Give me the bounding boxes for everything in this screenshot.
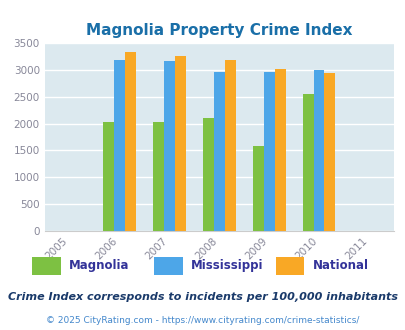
Bar: [202, 118, 213, 231]
Bar: [274, 69, 285, 231]
Text: Magnolia: Magnolia: [69, 259, 129, 272]
Title: Magnolia Property Crime Index: Magnolia Property Crime Index: [86, 22, 352, 38]
Text: Mississippi: Mississippi: [190, 259, 263, 272]
Bar: [125, 52, 136, 231]
Bar: [324, 73, 335, 231]
Bar: [302, 94, 313, 231]
Bar: [164, 61, 175, 231]
Bar: [103, 122, 114, 231]
Bar: [263, 73, 274, 231]
Bar: [313, 70, 324, 231]
Bar: [213, 73, 224, 231]
Bar: [114, 59, 125, 231]
Text: Crime Index corresponds to incidents per 100,000 inhabitants: Crime Index corresponds to incidents per…: [8, 292, 397, 302]
Bar: [153, 122, 164, 231]
Bar: [252, 146, 263, 231]
Text: National: National: [312, 259, 368, 272]
Text: © 2025 CityRating.com - https://www.cityrating.com/crime-statistics/: © 2025 CityRating.com - https://www.city…: [46, 315, 359, 325]
Bar: [224, 59, 235, 231]
Bar: [175, 56, 185, 231]
